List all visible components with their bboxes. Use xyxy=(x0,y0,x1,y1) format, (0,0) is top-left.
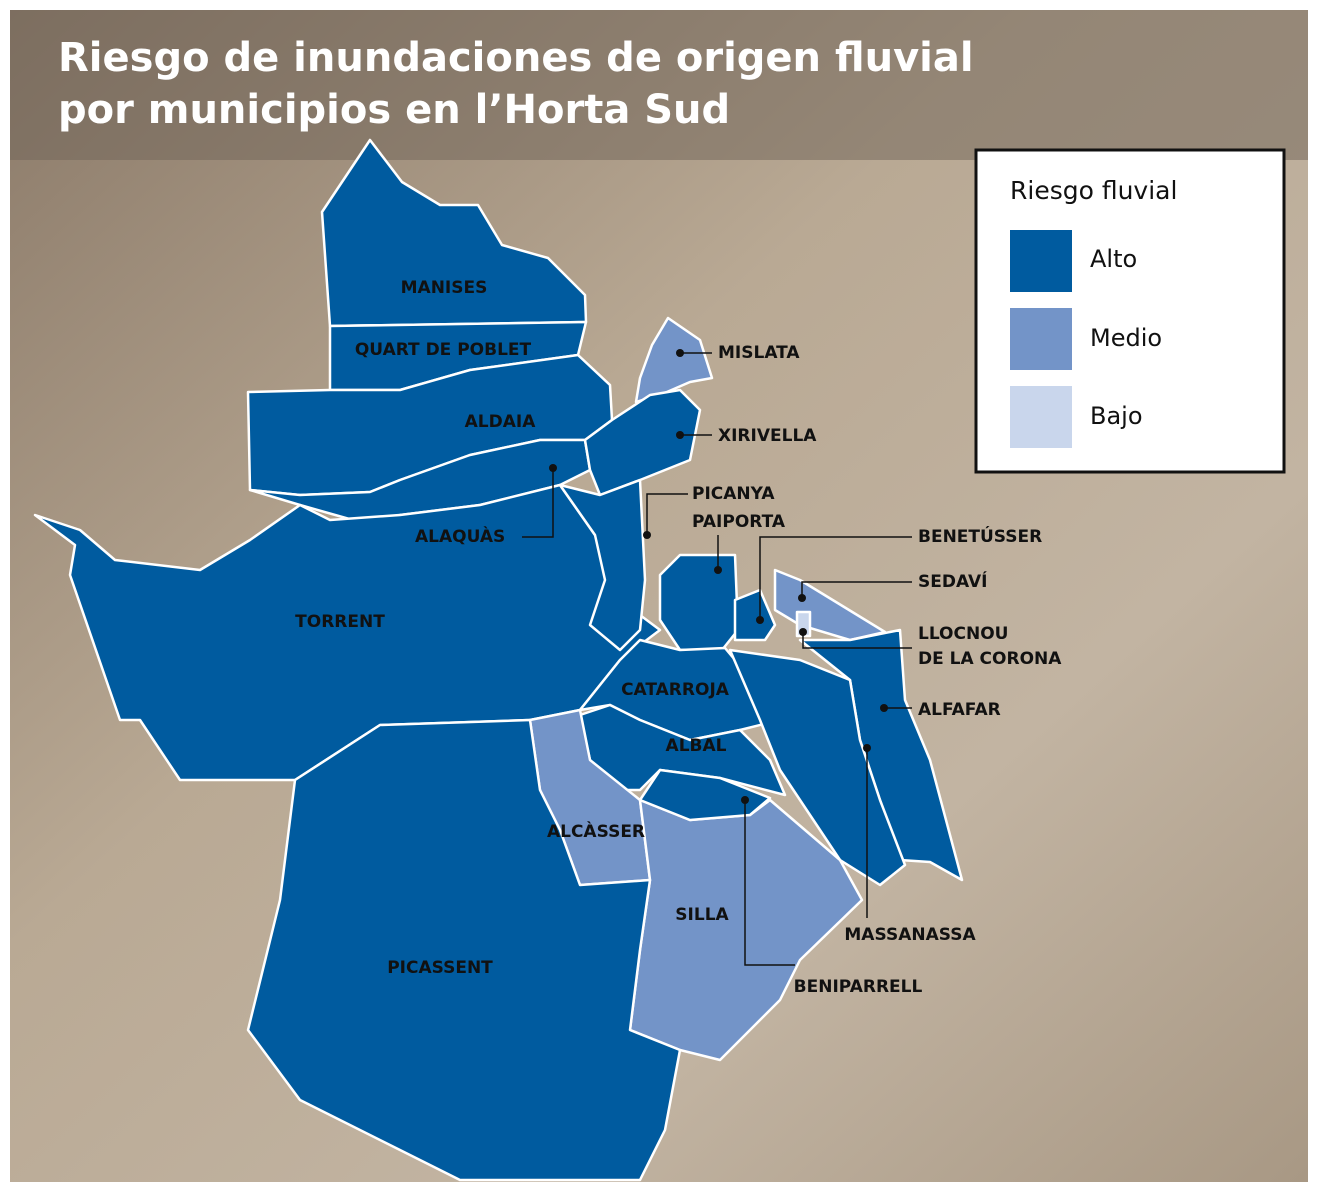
municipality-label: CATARROJA xyxy=(621,680,730,700)
municipality-label: TORRENT xyxy=(295,612,385,632)
municipality-label: PAIPORTA xyxy=(692,512,786,532)
municipality-label: XIRIVELLA xyxy=(718,426,817,446)
legend-swatch xyxy=(1010,230,1072,292)
municipality-label: MASSANASSA xyxy=(844,925,976,945)
legend-label: Alto xyxy=(1090,245,1137,273)
municipality-label: DE LA CORONA xyxy=(918,649,1062,669)
municipality-area xyxy=(660,555,738,650)
municipality-label: ALDAIA xyxy=(465,412,537,432)
municipality-label: BENETÚSSER xyxy=(918,525,1042,547)
photo-shade xyxy=(10,10,1308,160)
municipality-label: LLOCNOU xyxy=(918,624,1008,644)
municipality-label: MANISES xyxy=(401,278,488,298)
municipality-label: MISLATA xyxy=(718,343,800,363)
municipality-label: PICANYA xyxy=(692,484,775,504)
municipality-label: ALBAL xyxy=(666,736,727,756)
map-page: Riesgo de inundaciones de origen fluvial… xyxy=(0,0,1318,1190)
municipality-label: QUART DE POBLET xyxy=(355,340,532,360)
title: por municipios en l’Horta Sud xyxy=(58,87,730,133)
legend-label: Medio xyxy=(1090,324,1162,352)
legend-swatch xyxy=(1010,308,1072,370)
title: Riesgo de inundaciones de origen fluvial xyxy=(58,35,974,81)
legend: Riesgo fluvial Alto Medio Bajo xyxy=(976,150,1284,472)
municipality-label: ALFAFAR xyxy=(918,700,1001,720)
municipality-label: ALAQUÀS xyxy=(415,525,505,547)
municipality-label: SILLA xyxy=(675,905,729,925)
legend-label: Bajo xyxy=(1090,402,1143,430)
municipality-label: BENIPARRELL xyxy=(794,977,923,997)
legend-swatch xyxy=(1010,386,1072,448)
municipality-label: PICASSENT xyxy=(387,958,493,978)
municipality-label: SEDAVÍ xyxy=(918,570,987,592)
municipality-label: ALCÀSSER xyxy=(547,820,645,842)
legend-title: Riesgo fluvial xyxy=(1010,176,1177,205)
